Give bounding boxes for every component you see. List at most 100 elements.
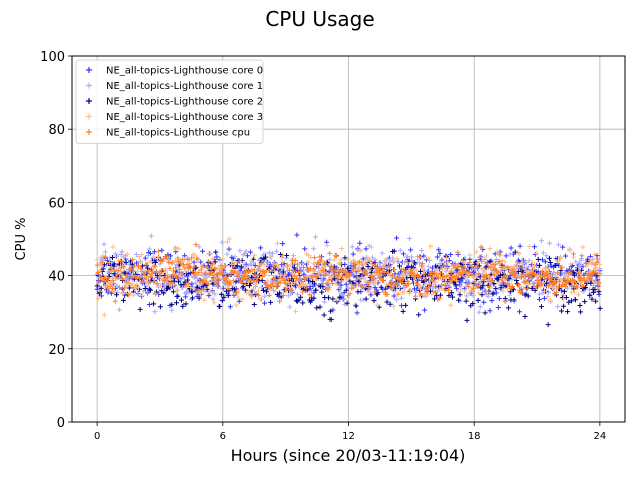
data-point <box>368 244 374 250</box>
data-point <box>434 266 440 272</box>
data-point <box>480 283 486 289</box>
data-point <box>152 309 158 315</box>
data-point <box>523 268 529 274</box>
data-point <box>436 247 442 253</box>
data-point <box>407 236 413 242</box>
data-point <box>198 291 204 297</box>
data-point <box>547 276 553 282</box>
chart-title: CPU Usage <box>265 7 374 31</box>
data-point <box>310 269 316 275</box>
data-point <box>168 280 174 286</box>
data-point <box>423 292 429 298</box>
data-point <box>286 276 292 282</box>
data-point <box>109 255 115 261</box>
data-point <box>396 275 402 281</box>
data-point <box>511 297 517 303</box>
data-point <box>533 269 539 275</box>
data-point <box>434 272 440 278</box>
data-point <box>264 259 270 265</box>
data-point <box>516 251 522 257</box>
data-point <box>438 292 444 298</box>
data-point <box>509 284 515 290</box>
data-point <box>545 289 551 295</box>
data-point <box>465 281 471 287</box>
data-point <box>476 309 482 315</box>
data-point <box>301 271 307 277</box>
data-point <box>151 279 157 285</box>
data-point <box>433 289 439 295</box>
data-point <box>263 289 269 295</box>
data-point <box>491 272 497 278</box>
data-point <box>214 283 220 289</box>
data-point <box>496 296 502 302</box>
data-point <box>399 266 405 272</box>
data-point <box>417 283 423 289</box>
data-point <box>145 252 151 258</box>
data-point <box>407 287 413 293</box>
data-point <box>360 285 366 291</box>
data-point <box>409 259 415 265</box>
legend-marker <box>86 82 92 89</box>
data-point <box>557 279 563 285</box>
data-point <box>442 283 448 289</box>
data-point <box>558 265 564 271</box>
data-point <box>327 261 333 267</box>
data-point <box>323 272 329 278</box>
data-point <box>232 268 238 274</box>
data-point <box>562 277 568 283</box>
data-point <box>212 291 218 297</box>
data-point <box>546 255 552 261</box>
data-point <box>444 273 450 279</box>
data-point <box>493 290 499 296</box>
data-point <box>311 266 317 272</box>
data-point <box>332 267 338 273</box>
data-point <box>232 254 238 260</box>
data-point <box>547 240 553 246</box>
data-point <box>569 283 575 289</box>
data-point <box>398 295 404 301</box>
data-point <box>339 246 345 252</box>
data-point <box>95 295 101 301</box>
data-point <box>490 262 496 268</box>
data-point <box>414 280 420 286</box>
data-point <box>148 274 154 280</box>
data-point <box>487 259 493 265</box>
data-point <box>237 258 243 264</box>
data-point <box>347 291 353 297</box>
data-point <box>246 283 252 289</box>
data-point <box>305 259 311 265</box>
data-point <box>507 251 513 257</box>
data-point <box>150 254 156 260</box>
data-point <box>175 287 181 293</box>
data-point <box>433 279 439 285</box>
data-point <box>180 285 186 291</box>
data-point <box>323 264 329 270</box>
data-point <box>332 276 338 282</box>
data-point <box>245 279 251 285</box>
data-point <box>282 272 288 278</box>
data-point <box>279 275 285 281</box>
data-point <box>508 270 514 276</box>
data-point <box>381 269 387 275</box>
data-point <box>343 270 349 276</box>
data-point <box>464 269 470 275</box>
data-point <box>559 308 565 314</box>
data-point <box>467 252 473 258</box>
data-point <box>184 262 190 268</box>
data-point <box>362 267 368 273</box>
data-point <box>174 288 180 294</box>
data-point <box>456 297 462 303</box>
data-point <box>374 302 380 308</box>
data-point <box>262 300 268 306</box>
data-point <box>516 282 522 288</box>
data-point <box>506 293 512 299</box>
data-point <box>581 275 587 281</box>
data-point <box>173 265 179 271</box>
data-point <box>498 276 504 282</box>
data-point <box>118 251 124 257</box>
data-point <box>413 267 419 273</box>
data-point <box>324 280 330 286</box>
data-point <box>474 264 480 270</box>
data-point <box>363 246 369 252</box>
data-point <box>300 289 306 295</box>
